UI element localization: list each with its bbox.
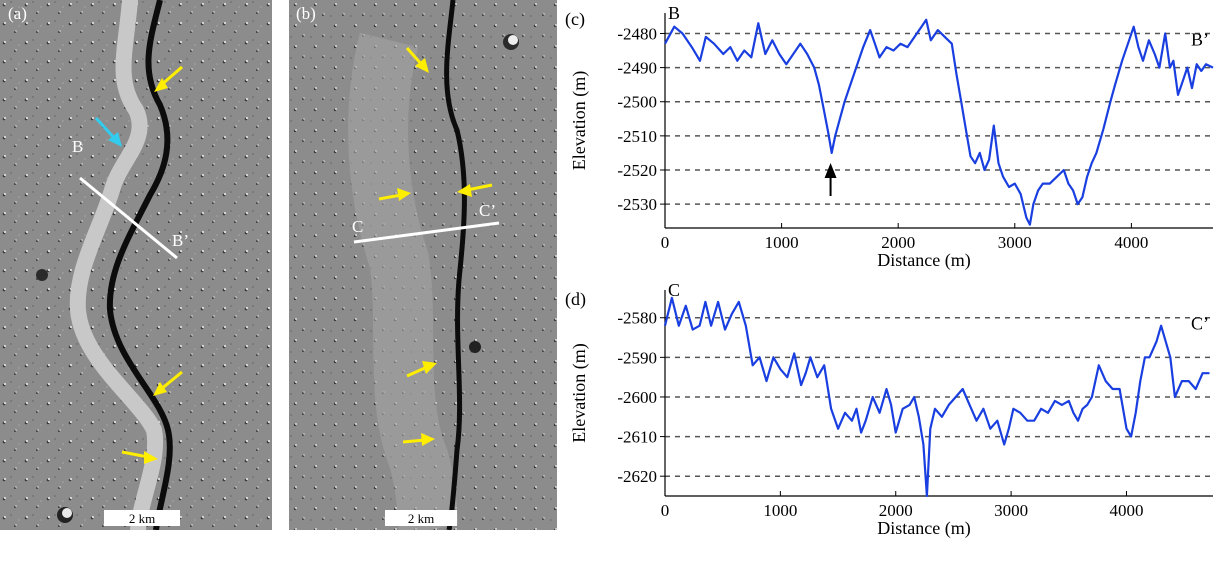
- scale-bar-label: 2 km: [408, 511, 434, 526]
- y-tick-label: -2530: [617, 195, 657, 214]
- y-tick-label: -2520: [617, 161, 657, 180]
- x-tick-label: 2000: [881, 233, 915, 252]
- elevation-profile-line: [663, 296, 1210, 498]
- x-tick-label: 3000: [994, 501, 1028, 520]
- black-arrow-icon: [824, 163, 837, 178]
- start-point-label: B: [668, 3, 680, 23]
- y-tick-label: -2590: [617, 348, 657, 367]
- point-b-prime-label: B’: [172, 231, 189, 250]
- end-point-label: C’: [1191, 314, 1209, 334]
- yellow-arrow-icon: [406, 361, 437, 378]
- scale-bar: [385, 510, 457, 526]
- y-tick-label: -2610: [617, 428, 657, 447]
- x-axis-title: Distance (m): [877, 518, 970, 539]
- y-tick-label: -2600: [617, 388, 657, 407]
- point-c-prime-label: C’: [479, 201, 496, 220]
- yellow-arrow-icon: [457, 183, 493, 197]
- cyan-arrow-icon: [94, 116, 122, 147]
- x-tick-label: 1000: [765, 233, 799, 252]
- crater: [469, 341, 481, 353]
- x-tick-label: 2000: [879, 501, 913, 520]
- yellow-arrow-icon: [405, 47, 429, 73]
- x-tick-label: 3000: [998, 233, 1032, 252]
- ridge-highlight: [348, 32, 459, 530]
- panel-label: (d): [565, 289, 586, 310]
- crater-texture: [0, 0, 272, 530]
- panel-a-label: (a): [8, 4, 27, 23]
- profile-line-cc: [353, 221, 500, 244]
- y-tick-label: -2490: [617, 59, 657, 78]
- elevation-profile-line: [664, 18, 1214, 226]
- panel-a-image: B B’ (a) 2 km: [0, 0, 272, 530]
- x-tick-label: 4000: [1114, 233, 1148, 252]
- x-tick-label: 0: [661, 501, 670, 520]
- yellow-arrow-icon: [153, 370, 183, 396]
- y-tick-label: -2480: [617, 24, 657, 43]
- scale-bar-label: 2 km: [129, 511, 155, 526]
- ridge-highlight: [69, 0, 164, 530]
- y-axis-title: Elevation (m): [569, 343, 590, 442]
- scarp-shadow: [106, 0, 173, 530]
- x-tick-label: 4000: [1109, 501, 1143, 520]
- x-axis-title: Distance (m): [877, 250, 970, 271]
- crater-rim: [508, 35, 518, 45]
- point-c-label: C: [352, 217, 363, 236]
- x-tick-label: 1000: [763, 501, 797, 520]
- x-tick-label: 0: [661, 233, 670, 252]
- y-tick-label: -2580: [617, 309, 657, 328]
- yellow-arrow-icon: [154, 65, 183, 92]
- point-b-label: B: [72, 137, 83, 156]
- yellow-arrow-icon: [378, 188, 411, 201]
- profile-line-bb: [79, 176, 178, 260]
- crater: [36, 269, 48, 281]
- end-point-label: B’: [1191, 29, 1209, 49]
- panel-label: (c): [565, 9, 585, 30]
- scale-bar: [104, 510, 180, 526]
- start-point-label: C: [668, 280, 680, 300]
- y-tick-label: -2500: [617, 93, 657, 112]
- y-tick-label: -2510: [617, 127, 657, 146]
- yellow-arrow-icon: [121, 450, 158, 464]
- panel-b-label: (b): [296, 4, 316, 23]
- crater-rim: [62, 508, 72, 518]
- panel-b-image: C C’ (b) 2 km: [289, 0, 557, 530]
- yellow-arrow-icon: [402, 433, 435, 446]
- y-tick-label: -2620: [617, 467, 657, 486]
- y-axis-title: Elevation (m): [569, 71, 590, 170]
- scarp-shadow: [444, 0, 467, 530]
